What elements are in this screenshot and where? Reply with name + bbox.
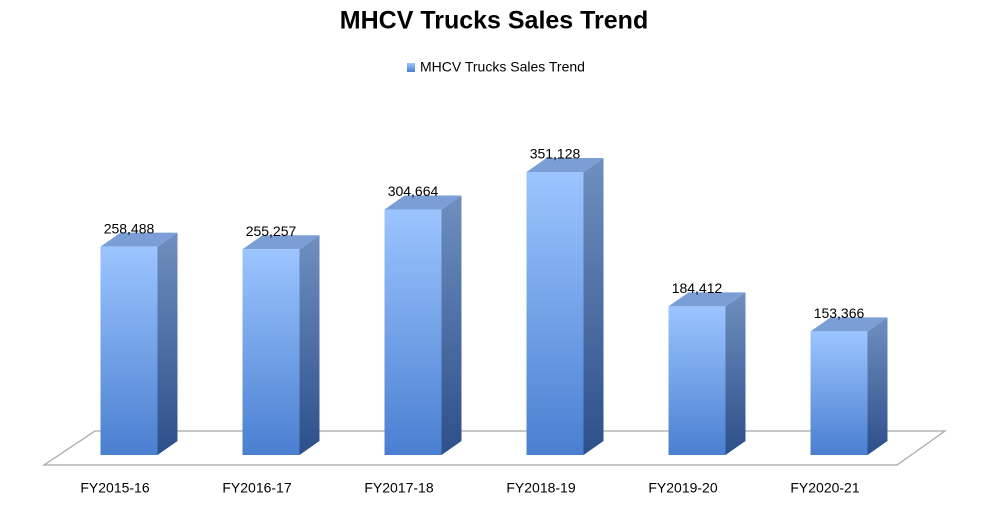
bar-side [583, 158, 604, 455]
x-tick-label: FY2018-19 [506, 480, 575, 496]
bar-side [867, 317, 888, 455]
bar [100, 246, 158, 455]
data-label: 304,664 [388, 183, 439, 199]
bar [242, 249, 300, 455]
x-tick-label: FY2019-20 [648, 480, 717, 496]
bar-top [384, 195, 462, 210]
bar-top [526, 158, 604, 172]
data-label: 255,257 [246, 223, 297, 239]
legend-label: MHCV Trucks Sales Trend [420, 59, 585, 75]
bar-top [100, 232, 178, 247]
x-tick-label: FY2017-18 [364, 480, 433, 496]
chart-title: MHCV Trucks Sales Trend [340, 7, 648, 35]
data-label: 153,366 [814, 305, 865, 321]
legend-swatch [407, 63, 415, 72]
x-tick-label: FY2015-16 [80, 480, 149, 496]
bar-side [157, 232, 178, 455]
data-label: 184,412 [672, 280, 723, 296]
bar-top [668, 292, 746, 307]
floor [42, 430, 947, 466]
data-label: 351,128 [530, 146, 581, 162]
bar-side [299, 235, 320, 455]
bar [810, 331, 868, 455]
bar [384, 209, 442, 455]
bar-side [441, 195, 462, 455]
data-label: 258,488 [104, 220, 155, 236]
bar [526, 172, 584, 455]
bar-top [810, 317, 888, 332]
bar-side [725, 292, 746, 455]
bar-top [242, 235, 320, 250]
x-tick-label: FY2016-17 [222, 480, 291, 496]
x-tick-label: FY2020-21 [790, 480, 859, 496]
bar [668, 306, 726, 455]
